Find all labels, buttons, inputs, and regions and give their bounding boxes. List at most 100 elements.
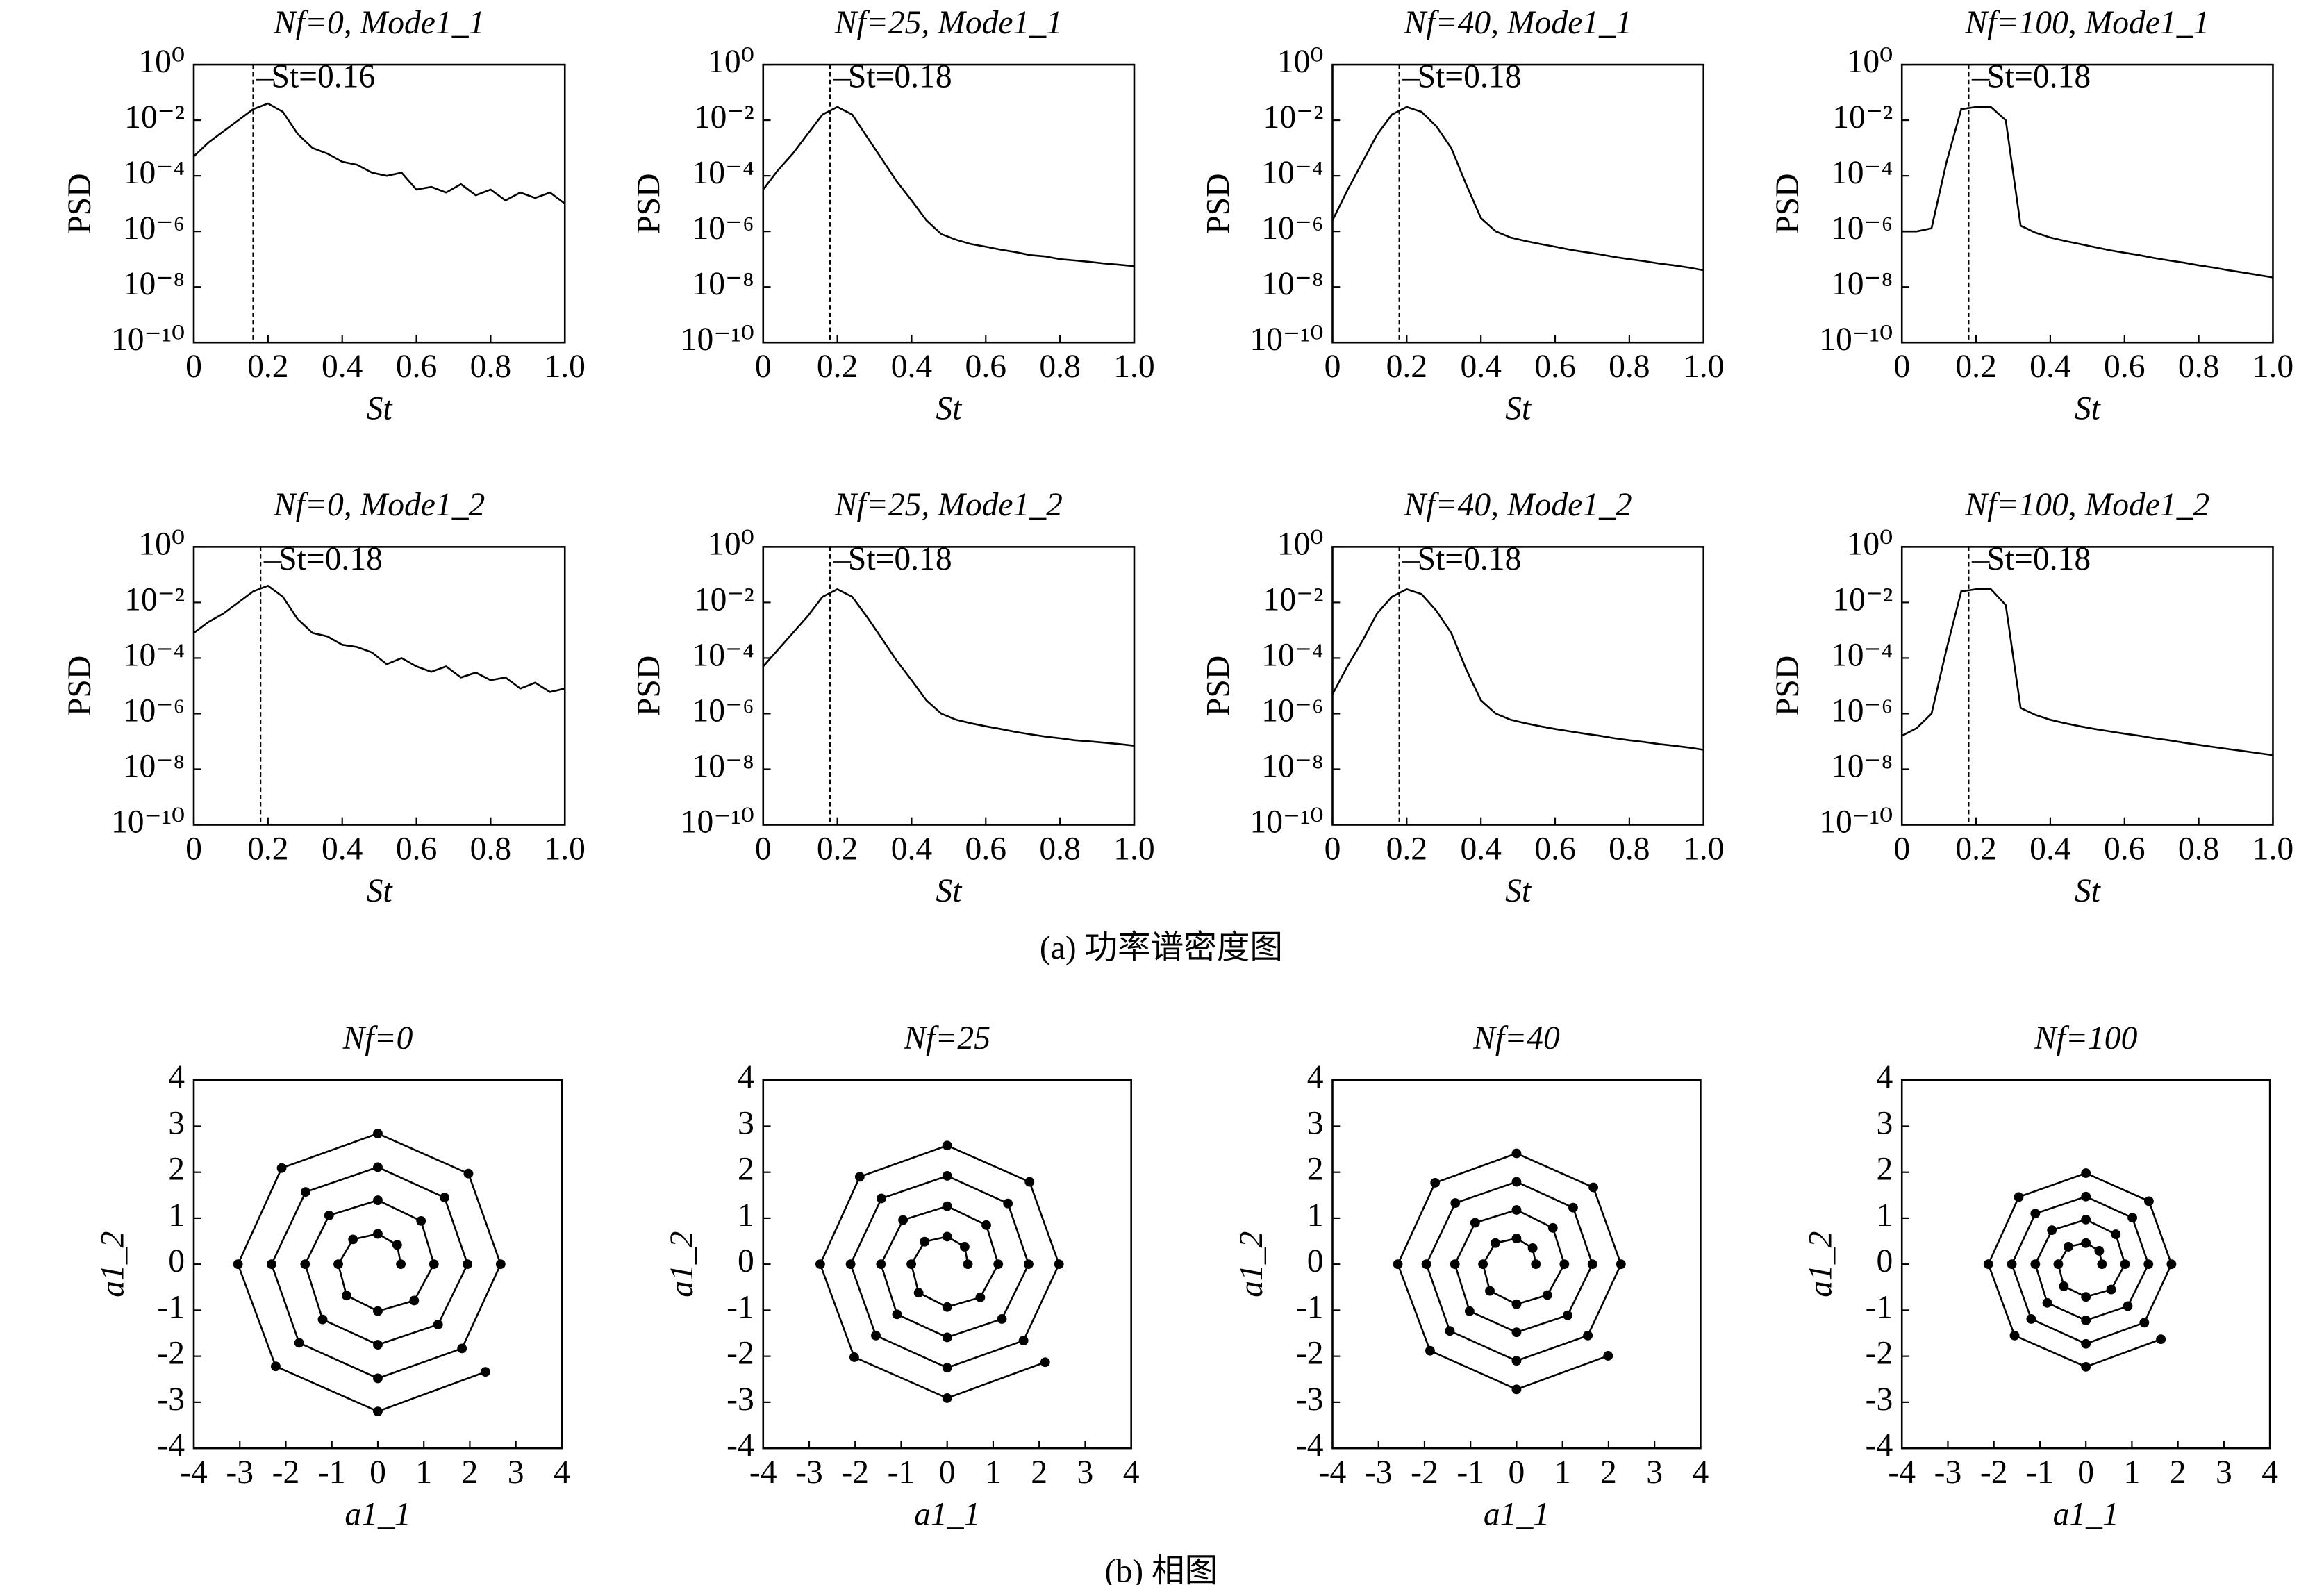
data-point xyxy=(1450,1198,1461,1208)
data-point xyxy=(433,1320,443,1329)
y-tick-label: 3 xyxy=(1307,1105,1324,1141)
y-axis-label: a1_2 xyxy=(94,1231,131,1297)
data-point xyxy=(1531,1259,1541,1270)
data-point xyxy=(1485,1286,1495,1296)
y-tick-label: -3 xyxy=(1296,1381,1324,1418)
y-tick-label: 1 xyxy=(168,1197,185,1234)
data-point xyxy=(898,1215,908,1225)
y-tick-label: 10⁻¹⁰ xyxy=(681,322,754,358)
y-tick-label: 10⁻⁸ xyxy=(692,748,754,784)
data-point xyxy=(294,1338,304,1348)
x-tick-label: 0 xyxy=(939,1454,956,1491)
y-tick-label: 4 xyxy=(168,1059,185,1095)
x-tick-label: 0.6 xyxy=(2104,831,2145,867)
x-tick-label: 2 xyxy=(1031,1454,1047,1491)
y-tick-label: 1 xyxy=(1307,1197,1324,1234)
x-tick-label: -4 xyxy=(1888,1454,1916,1491)
data-point xyxy=(963,1259,973,1270)
data-point xyxy=(324,1211,334,1220)
data-point xyxy=(2097,1259,2107,1270)
x-axis-label: a1_1 xyxy=(2053,1497,2119,1533)
data-line xyxy=(1397,1152,1622,1391)
y-tick-label: 10⁻⁸ xyxy=(1261,748,1323,784)
x-tick-label: 2 xyxy=(1600,1454,1617,1491)
x-axis-label: St xyxy=(2075,873,2102,909)
x-tick-label: 0.4 xyxy=(1460,349,1502,385)
x-tick-label: 3 xyxy=(1646,1454,1663,1491)
data-point xyxy=(392,1240,402,1250)
data-point xyxy=(1018,1336,1029,1346)
y-tick-label: -4 xyxy=(157,1427,185,1463)
x-tick-label: -1 xyxy=(1456,1454,1484,1491)
plot-frame xyxy=(1900,1079,2271,1450)
data-point xyxy=(1511,1384,1522,1395)
y-tick-label: 10⁻¹⁰ xyxy=(111,322,185,358)
data-point xyxy=(815,1259,825,1270)
y-tick-label: 10⁻⁶ xyxy=(1831,210,1893,247)
x-tick-label: 0.4 xyxy=(322,349,363,385)
data-point xyxy=(1024,1177,1035,1187)
data-point xyxy=(913,1288,924,1298)
data-point xyxy=(1445,1326,1455,1336)
y-axis-label: PSD xyxy=(62,174,98,234)
y-tick-label: 10⁰ xyxy=(138,526,185,562)
data-point xyxy=(373,1373,383,1384)
y-tick-label: 10⁻¹⁰ xyxy=(1819,322,1893,358)
x-tick-label: 0.2 xyxy=(247,831,288,867)
data-point xyxy=(301,1187,310,1197)
x-tick-label: 0.6 xyxy=(1534,349,1575,385)
plot-frame xyxy=(1900,546,2274,826)
y-tick-label: -1 xyxy=(157,1289,185,1325)
y-tick-label: -2 xyxy=(727,1336,754,1372)
x-tick-label: -3 xyxy=(1934,1454,1962,1491)
x-tick-label: -2 xyxy=(272,1454,300,1491)
data-point xyxy=(495,1259,506,1270)
y-tick-label: 10⁻⁶ xyxy=(1261,692,1323,729)
y-tick-label: 10⁻⁶ xyxy=(123,692,185,729)
plot-frame xyxy=(762,546,1136,826)
y-tick-label: 10⁻⁴ xyxy=(123,155,185,191)
data-point xyxy=(959,1242,970,1252)
x-tick-label: 0.4 xyxy=(891,831,933,867)
data-point xyxy=(2042,1297,2052,1308)
data-point xyxy=(1511,1177,1522,1187)
y-tick-label: 10⁰ xyxy=(138,44,185,80)
x-tick-label: -1 xyxy=(318,1454,346,1491)
y-axis-label: PSD xyxy=(62,656,98,716)
data-point xyxy=(942,1140,952,1151)
data-line xyxy=(762,588,1135,747)
data-point xyxy=(317,1314,328,1325)
y-tick-label: -2 xyxy=(1866,1336,1893,1372)
data-point xyxy=(942,1302,952,1312)
chart-title: Nf=100, Mode1_1 xyxy=(1964,5,2209,41)
y-tick-label: 2 xyxy=(738,1152,754,1188)
y-tick-label: 10⁻⁸ xyxy=(692,266,754,302)
y-tick-label: 10⁻⁸ xyxy=(1831,266,1893,302)
data-point xyxy=(2081,1292,2091,1302)
x-tick-label: 0.2 xyxy=(1386,349,1427,385)
annotation-text: St=0.18 xyxy=(848,59,952,95)
data-line xyxy=(193,584,565,693)
y-tick-label: 10⁻⁶ xyxy=(123,210,185,247)
x-tick-label: 4 xyxy=(554,1454,570,1491)
data-point xyxy=(2156,1334,2166,1345)
data-point xyxy=(1559,1259,1570,1270)
data-point xyxy=(2143,1259,2154,1270)
y-tick-label: 10⁻⁶ xyxy=(1261,210,1323,247)
data-point xyxy=(2053,1259,2064,1270)
data-point xyxy=(2030,1209,2041,1219)
data-point xyxy=(1568,1202,1578,1213)
x-tick-label: 4 xyxy=(2261,1454,2278,1491)
data-point xyxy=(993,1259,1004,1270)
annotation-text: St=0.18 xyxy=(279,541,383,577)
data-point xyxy=(2094,1246,2105,1256)
chart-title: Nf=25, Mode1_2 xyxy=(834,487,1063,523)
data-point xyxy=(2081,1191,2091,1202)
data-point xyxy=(942,1231,952,1242)
data-point xyxy=(849,1352,859,1362)
y-tick-label: 4 xyxy=(1307,1059,1324,1095)
y-axis-label: PSD xyxy=(1770,656,1806,716)
x-tick-label: 0 xyxy=(755,349,772,385)
x-tick-label: 0.8 xyxy=(2178,831,2219,867)
